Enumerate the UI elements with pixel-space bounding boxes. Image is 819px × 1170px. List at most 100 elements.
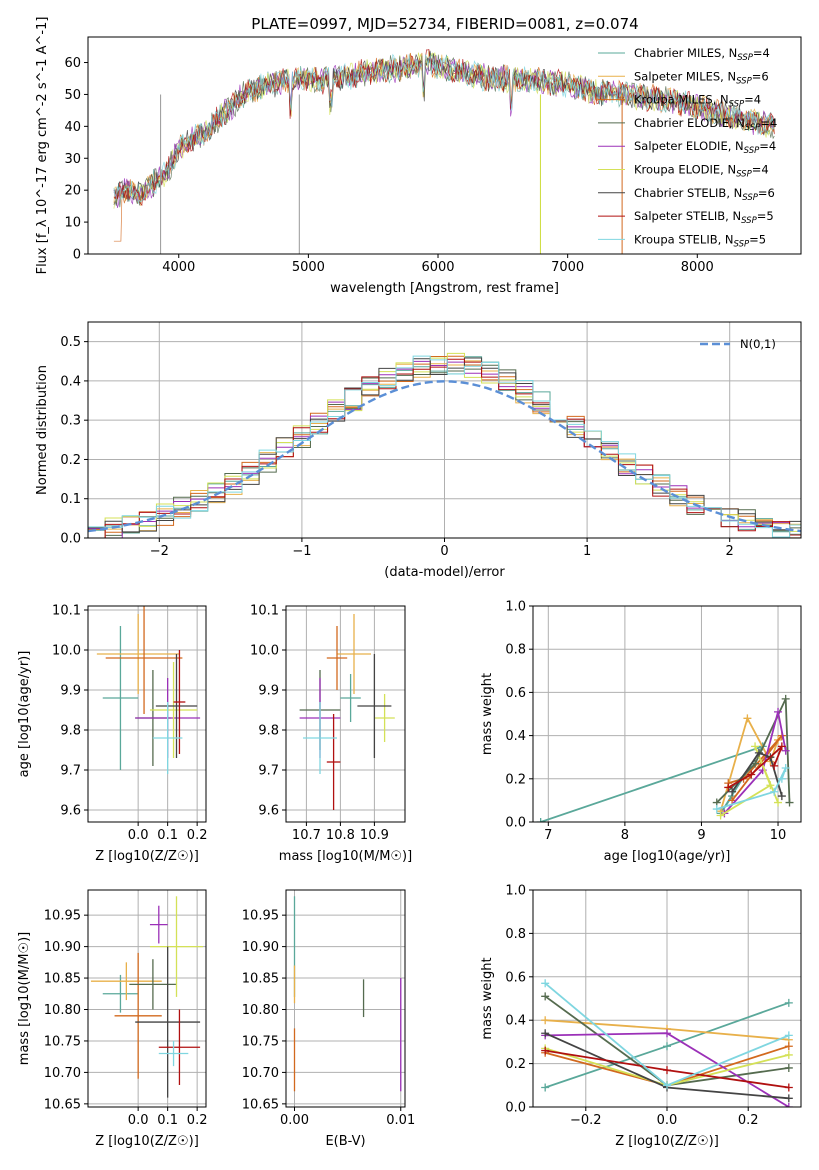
x-tick-label: 0.1 — [157, 1113, 178, 1128]
y-tick-label: 10.65 — [44, 1097, 81, 1112]
series-line — [727, 745, 783, 789]
data-point — [357, 654, 392, 758]
x-tick-label: 6000 — [421, 260, 454, 275]
series-marker — [784, 1063, 793, 1072]
data-point — [326, 626, 348, 690]
x-tick-label: 7 — [544, 828, 552, 843]
data-point — [340, 674, 361, 722]
series-marker — [784, 1050, 793, 1059]
x-tick-label: 9 — [697, 828, 705, 843]
data-point — [90, 962, 162, 1001]
y-tick-label: 9.7 — [60, 764, 81, 779]
axes-frame — [87, 36, 802, 255]
series-marker — [777, 774, 786, 783]
legend-entry: Chabrier MILES, NSSP=4 — [634, 46, 770, 63]
legend-entry: Chabrier ELODIE, NSSP=4 — [634, 116, 777, 133]
y-tick-label: 10.80 — [44, 1003, 81, 1018]
x-tick-label: 7000 — [551, 260, 584, 275]
series-marker — [781, 694, 790, 703]
series-marker — [541, 1016, 550, 1025]
y-tick-label: 0.0 — [505, 816, 526, 831]
legend-entry: Kroupa STELIB, NSSP=5 — [634, 232, 766, 249]
series-marker — [784, 1031, 793, 1040]
series-marker — [774, 798, 783, 807]
data-point — [155, 654, 198, 758]
x-tick-label: 0.1 — [157, 828, 178, 843]
legend-entry: Salpeter MILES, NSSP=6 — [634, 69, 769, 86]
x-tick-label: 0.2 — [187, 1113, 208, 1128]
x-tick-label: 10 — [770, 828, 787, 843]
series-marker — [754, 748, 763, 757]
data-point — [149, 905, 168, 944]
y-axis-label: mass weight — [480, 673, 495, 755]
x-tick-label: 10.9 — [360, 828, 389, 843]
y-tick-label: 9.8 — [258, 724, 279, 739]
series-marker — [728, 787, 737, 796]
y-tick-label: 9.7 — [258, 764, 279, 779]
x-tick-label: 0.0 — [128, 828, 149, 843]
plot-area — [293, 896, 402, 1092]
y-tick-label: 10.75 — [44, 1034, 81, 1049]
series-line — [731, 751, 783, 797]
series-marker — [541, 992, 550, 1001]
x-tick-label: 8 — [621, 828, 629, 843]
y-tick-label: 10.80 — [242, 1003, 279, 1018]
y-axis-label: mass weight — [480, 957, 495, 1039]
y-tick-label: 10.70 — [242, 1066, 279, 1081]
series-marker — [781, 746, 790, 755]
axes-frame — [87, 889, 207, 1108]
y-axis-label: mass [log10(M/M☉)] — [17, 932, 32, 1065]
x-tick-label: 0 — [440, 544, 448, 559]
plot-area — [96, 606, 201, 774]
y-tick-label: 0.2 — [60, 453, 81, 468]
series-marker — [784, 1042, 793, 1051]
y-tick-label: 9.6 — [258, 804, 279, 819]
series-marker — [751, 742, 760, 751]
series-marker — [536, 818, 545, 822]
data-point — [152, 702, 183, 774]
x-tick-label: 5000 — [292, 260, 325, 275]
series-marker — [784, 998, 793, 1007]
series-marker — [716, 811, 725, 820]
y-tick-label: 10.85 — [44, 972, 81, 987]
gaussian-curve — [88, 380, 801, 533]
series-marker — [541, 1046, 550, 1055]
x-axis-label: age [log10(age/yr)] — [604, 849, 731, 864]
plot-area — [536, 694, 794, 822]
y-axis-label: Flux [f_λ 10^-17 erg cm^-2 s^-1 A^-1] — [35, 17, 50, 275]
series-marker — [663, 1081, 671, 1090]
x-axis-label: (data-model)/error — [384, 565, 505, 580]
histogram-line — [88, 364, 801, 538]
y-tick-label: 10.65 — [242, 1097, 279, 1112]
series-line — [723, 711, 787, 814]
series-marker — [766, 781, 775, 790]
data-point — [135, 946, 201, 1098]
plot-area — [90, 896, 204, 1098]
y-tick-label: 0.3 — [60, 414, 81, 429]
series-marker — [785, 798, 794, 807]
y-tick-label: 10.95 — [44, 909, 81, 924]
data-point — [114, 952, 162, 1079]
y-tick-label: 0.1 — [60, 492, 81, 507]
y-tick-label: 0.6 — [505, 686, 526, 701]
x-axis-label: Z [log10(Z/Z☉)] — [95, 1134, 199, 1149]
y-tick-label: 10.95 — [242, 909, 279, 924]
legend: Chabrier MILES, NSSP=4 Salpeter MILES, NS… — [598, 46, 777, 249]
y-tick-label: 50 — [64, 88, 81, 103]
x-axis-label: wavelength [Angstrom, rest frame] — [330, 281, 559, 296]
y-tick-label: 10.90 — [44, 940, 81, 955]
panel-mass-vs-ebv: 0.00 0.01 10.65 10.70 10.75 10.80 10.85 10.90 10… — [242, 889, 415, 1149]
panel-mass-vs-Z: 0.0 0.1 0.2 10.65 10.70 10.75 10.80 10.85 10.90 1… — [17, 889, 208, 1149]
y-tick-label: 1.0 — [505, 884, 526, 899]
x-axis-label: mass [log10(M/M☉)] — [279, 849, 412, 864]
data-point — [303, 702, 337, 774]
y-tick-label: 30 — [64, 152, 81, 167]
data-point — [102, 626, 139, 770]
x-tick-label: 1 — [583, 544, 591, 559]
y-tick-label: 9.9 — [258, 684, 279, 699]
axes-frame — [87, 605, 207, 823]
x-tick-label: 8000 — [681, 260, 714, 275]
panel-weight-vs-Z: −0.2 0.0 0.2 0.0 0.2 0.4 0.6 0.8 1.0 Z [log10(Z/Z… — [480, 884, 802, 1149]
y-tick-label: 40 — [64, 120, 81, 135]
data-point — [96, 614, 180, 694]
